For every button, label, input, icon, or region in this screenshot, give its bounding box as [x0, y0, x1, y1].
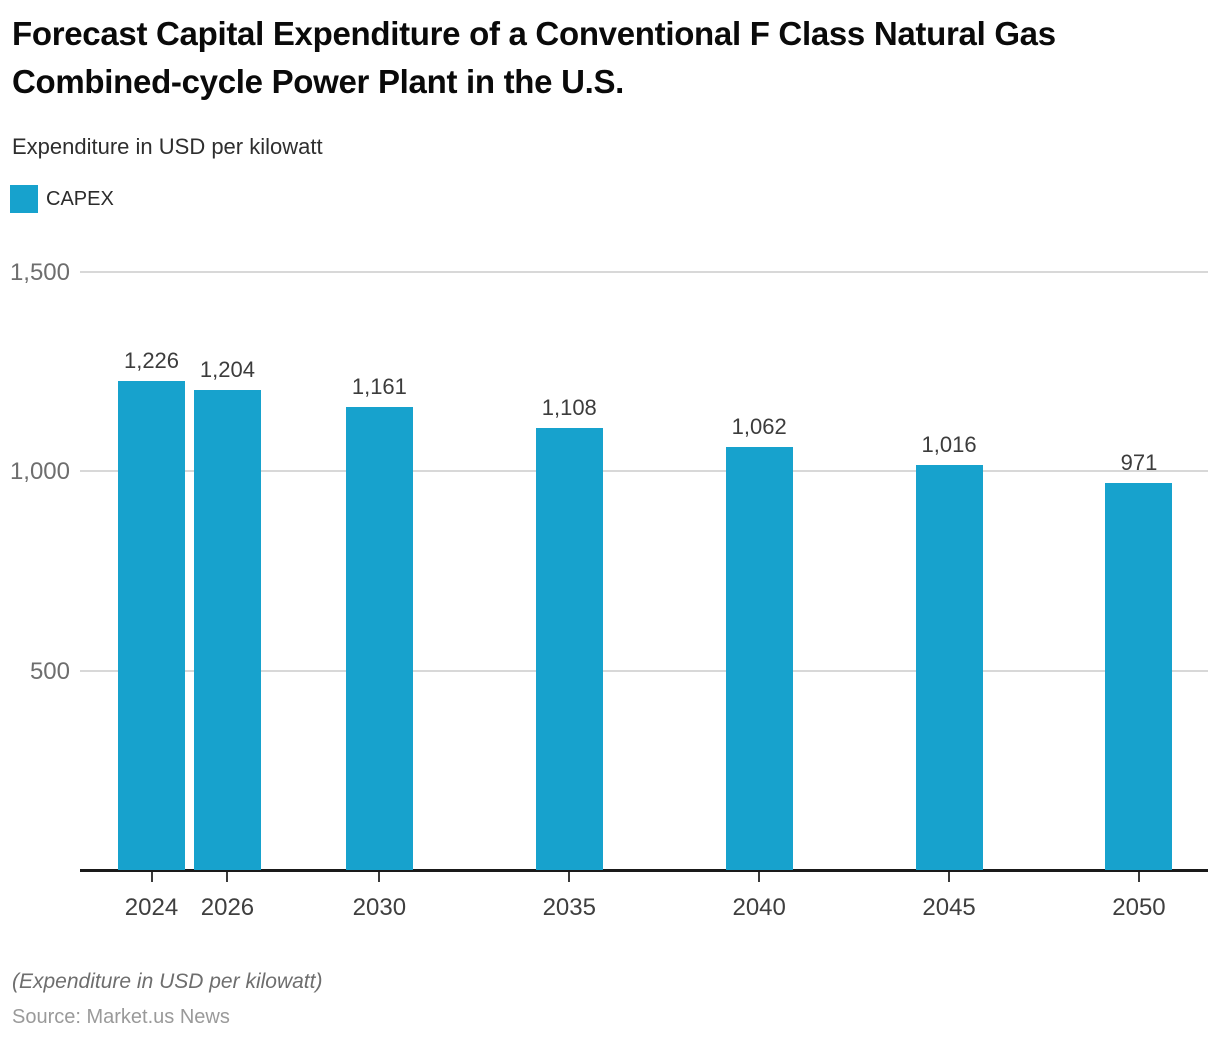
- x-axis-tick: [150, 872, 153, 882]
- x-axis-tick-label: 2026: [200, 894, 255, 921]
- bar-value-label: 1,204: [199, 357, 255, 382]
- bar-2026[interactable]: [193, 390, 261, 870]
- x-axis-tick: [378, 872, 381, 882]
- x-axis-tick: [226, 872, 229, 882]
- y-axis-tick-label: 500: [29, 657, 70, 685]
- x-axis-tick-label: 2024: [124, 894, 179, 921]
- chart-title: Forecast Capital Expenditure of a Conven…: [12, 15, 1056, 100]
- bar-value-label: 971: [1120, 449, 1158, 475]
- chart-subtitle: Expenditure in USD per kilowatt: [12, 134, 323, 159]
- bar-value-label: 1,226: [123, 348, 180, 374]
- y-axis-tick-label: 1,000: [9, 458, 70, 486]
- x-axis-tick-label: 2040: [732, 894, 786, 921]
- y-gridline: [80, 470, 1208, 473]
- bar-value-label: 1,161: [351, 374, 407, 400]
- bar-2040[interactable]: [725, 446, 793, 870]
- x-axis-tick: [1137, 872, 1140, 882]
- x-axis-tick: [948, 872, 951, 882]
- x-axis-tick-label: 2050: [1112, 894, 1166, 921]
- bar-2035[interactable]: [535, 428, 603, 870]
- bar-2050[interactable]: [1105, 482, 1173, 870]
- chart-footnote: (Expenditure in USD per kilowatt): [12, 970, 323, 993]
- x-axis-tick-label: 2030: [352, 894, 407, 921]
- bar-value-label: 1,062: [731, 413, 787, 439]
- y-axis-tick-label: 1,500: [9, 259, 70, 286]
- bar-2045[interactable]: [915, 464, 983, 870]
- source-credit: Source: Market.us News: [12, 1006, 230, 1028]
- bar-2024[interactable]: [118, 381, 185, 870]
- legend-swatch-icon: [10, 185, 38, 213]
- x-axis-tick-label: 2035: [542, 894, 596, 921]
- bar-2030[interactable]: [345, 407, 413, 870]
- y-gridline: [80, 669, 1208, 672]
- bar-value-label: 1,108: [541, 395, 597, 421]
- bar-value-label: 1,016: [921, 431, 977, 457]
- legend-item-capex[interactable]: CAPEX: [10, 185, 114, 213]
- x-axis-tick-label: 2045: [922, 894, 976, 921]
- y-gridline: [80, 271, 1208, 273]
- x-axis-line: [80, 869, 1208, 872]
- legend-label: CAPEX: [46, 187, 114, 210]
- x-axis-tick: [568, 872, 571, 882]
- x-axis-tick: [758, 872, 761, 882]
